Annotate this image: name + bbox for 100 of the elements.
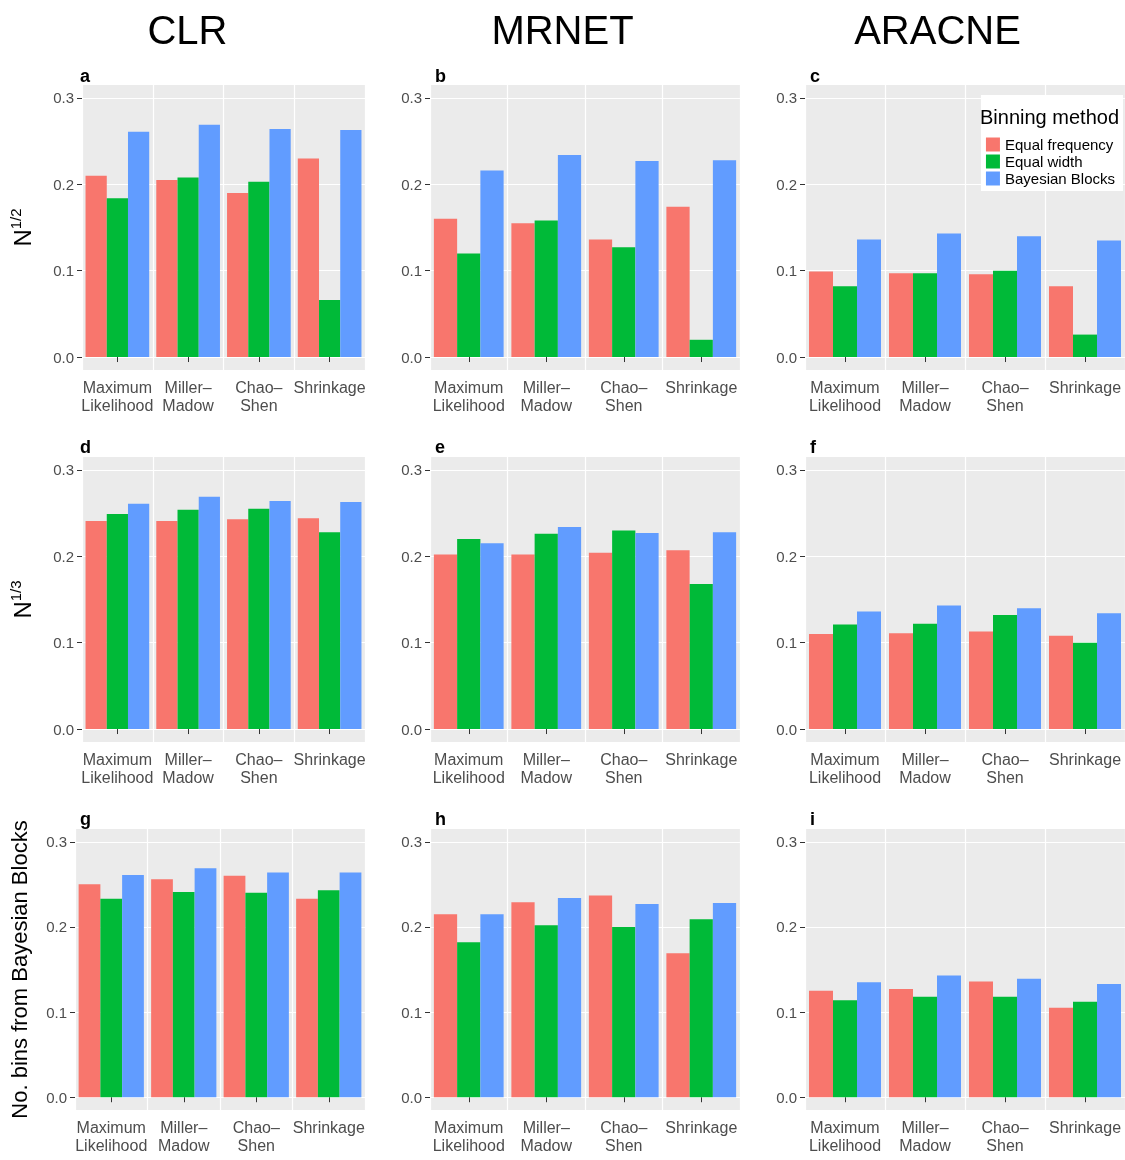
- y-tick-label: 0.1: [776, 262, 797, 280]
- bar: [172, 892, 195, 1098]
- y-tick-label: 0.3: [46, 833, 67, 851]
- chart-title: g: [80, 809, 91, 829]
- y-tick-label: 0.3: [776, 833, 797, 851]
- x-tick-label: Shrinkage: [665, 378, 738, 396]
- bar: [889, 989, 913, 1098]
- bar: [85, 175, 107, 358]
- bar: [127, 503, 150, 730]
- x-tick-label: Chao– Shen: [232, 1118, 280, 1154]
- bar: [297, 158, 320, 358]
- y-tick-label: 0.2: [776, 175, 797, 193]
- bar: [1017, 236, 1041, 358]
- x-tick-label: Miller– Madow: [157, 1118, 210, 1154]
- bar: [809, 634, 833, 730]
- y-tick-label: 0.1: [776, 634, 797, 652]
- x-tick-label: Chao– Shen: [981, 750, 1029, 786]
- x-tick-label: Miller– Madow: [162, 750, 215, 786]
- chart-title: MRNET: [491, 8, 634, 52]
- bar: [297, 518, 320, 730]
- bar: [319, 300, 341, 358]
- bar: [106, 198, 128, 358]
- bar: [689, 339, 713, 358]
- y-tick-label: 0.2: [401, 547, 422, 565]
- x-tick-label: Shrinkage: [1048, 1118, 1122, 1136]
- x-tick-label: Maximum Likelihood: [75, 1118, 148, 1154]
- y-tick-label: 0.0: [776, 348, 797, 366]
- x-tick-label: Shrinkage: [1048, 750, 1122, 768]
- bar: [1073, 642, 1097, 730]
- y-tick-label: 0.3: [401, 89, 422, 107]
- y-tick-label: 0.2: [46, 918, 67, 936]
- x-tick-label: Shrinkage: [1048, 378, 1122, 396]
- bar: [340, 129, 362, 358]
- bar: [635, 161, 659, 358]
- legend-label: Equal width: [1004, 153, 1083, 170]
- chart-title: ARACNE: [854, 8, 1021, 52]
- y-tick-label: 0.0: [401, 1088, 422, 1106]
- bar: [156, 520, 178, 730]
- x-tick-label: Miller– Madow: [520, 750, 573, 786]
- bar: [85, 520, 107, 730]
- bar: [319, 532, 341, 730]
- bar: [1097, 240, 1121, 358]
- bar: [913, 273, 937, 358]
- y-tick-label: 0.3: [776, 89, 797, 107]
- legend-title: Binning method: [980, 106, 1119, 128]
- bar: [177, 177, 199, 358]
- chart-title: h: [435, 809, 446, 829]
- bar: [937, 605, 961, 730]
- bar: [534, 533, 558, 730]
- x-tick-label: Miller– Madow: [899, 378, 952, 414]
- y-tick-label: 0.1: [53, 262, 74, 280]
- bar: [1073, 334, 1097, 358]
- bar: [1049, 286, 1073, 358]
- y-tick-label: 0.2: [53, 175, 74, 193]
- bar: [151, 879, 173, 1098]
- x-tick-label: Chao– Shen: [981, 378, 1029, 414]
- bar: [198, 496, 220, 730]
- bar: [1097, 613, 1121, 730]
- bar: [511, 902, 535, 1098]
- bar: [248, 508, 270, 730]
- chart-subtitle: c: [810, 66, 821, 86]
- y-tick-label: 0.0: [46, 1088, 67, 1106]
- y-tick-label: 0.1: [46, 1003, 67, 1021]
- bar: [993, 270, 1017, 358]
- bar: [106, 514, 128, 730]
- x-tick-label: Maximum Likelihood: [808, 1118, 882, 1154]
- y-tick-label: 0.2: [776, 918, 797, 936]
- bar: [1097, 983, 1121, 1098]
- chart-title: e: [435, 437, 446, 457]
- x-tick-label: Maximum Likelihood: [808, 750, 882, 786]
- bar: [937, 975, 961, 1098]
- bar: [534, 220, 558, 358]
- x-tick-label: Shrinkage: [292, 1118, 365, 1136]
- bar: [1017, 608, 1041, 730]
- bar: [969, 631, 993, 730]
- x-tick-label: Shrinkage: [293, 378, 366, 396]
- y-tick-label: 0.1: [401, 634, 422, 652]
- bar: [612, 247, 636, 358]
- bar: [689, 583, 713, 730]
- bar: [969, 274, 993, 358]
- x-tick-label: Shrinkage: [293, 750, 366, 768]
- chart-title: d: [80, 437, 91, 457]
- y-tick-label: 0.0: [53, 720, 74, 738]
- bar: [612, 530, 636, 730]
- x-tick-label: Chao– Shen: [235, 750, 283, 786]
- bar: [689, 919, 713, 1098]
- bar: [1017, 978, 1041, 1098]
- bar: [857, 982, 881, 1098]
- y-tick-label: 0.2: [776, 547, 797, 565]
- bar: [993, 615, 1017, 730]
- bar: [993, 996, 1017, 1098]
- y-tick-label: 0.3: [401, 833, 422, 851]
- bar: [480, 170, 504, 358]
- chart-title: f: [810, 437, 817, 457]
- bar: [857, 239, 881, 358]
- bar: [457, 253, 481, 358]
- bar: [557, 526, 582, 730]
- bar: [969, 981, 993, 1098]
- bar: [511, 554, 535, 730]
- bar: [557, 154, 582, 358]
